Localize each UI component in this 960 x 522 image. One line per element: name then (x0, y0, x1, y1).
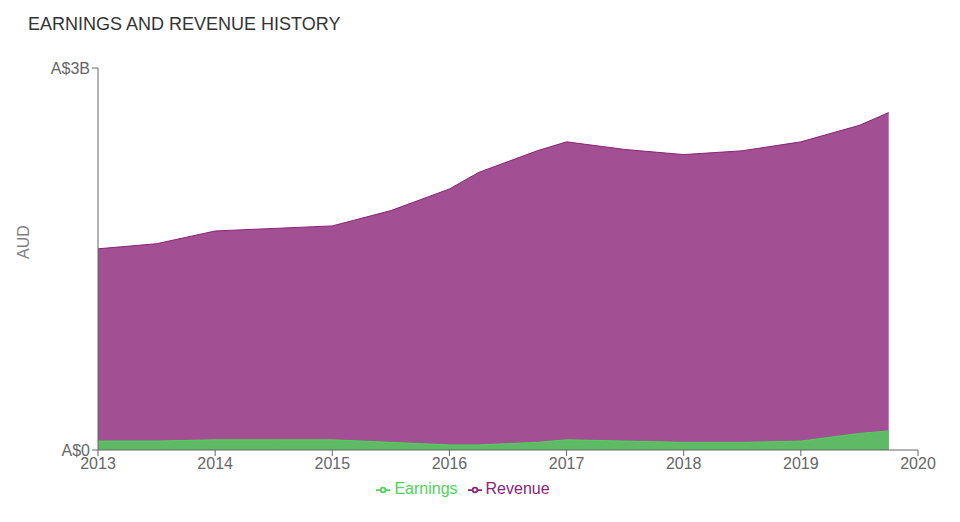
svg-text:AUD: AUD (15, 225, 32, 259)
html-text:Revenue: Revenue (485, 480, 550, 497)
html-text:Earnings: Earnings (394, 480, 458, 497)
svg-text:A$3B: A$3B (51, 60, 90, 77)
html-text:EARNINGS AND REVENUE HISTORY: EARNINGS AND REVENUE HISTORY (28, 14, 341, 34)
svg-text:2019: 2019 (783, 455, 819, 472)
svg-text:2020: 2020 (900, 455, 936, 472)
svg-text:2013: 2013 (80, 455, 116, 473)
svg-text:2015: 2015 (314, 455, 350, 472)
svg-text:2017: 2017 (549, 455, 585, 472)
svg-text:2018: 2018 (666, 455, 702, 472)
svg-text:A$0: A$0 (62, 442, 91, 459)
svg-text:2014: 2014 (197, 455, 233, 472)
svg-text:2016: 2016 (432, 455, 468, 472)
